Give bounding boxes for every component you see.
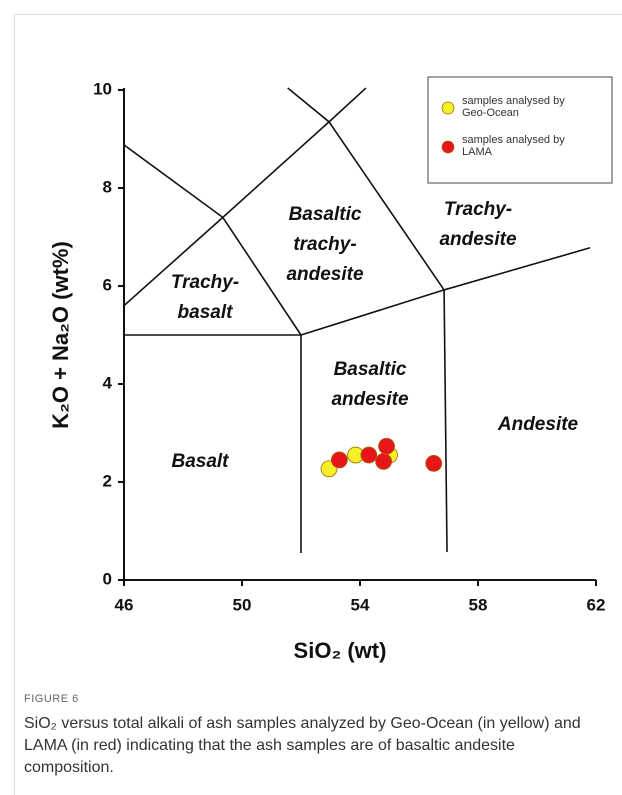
field-boundary: [300, 247, 591, 336]
field-label: basalt: [178, 302, 234, 323]
y-tick-label: 4: [103, 373, 113, 392]
figure-caption: SiO₂ versus total alkali of ash samples …: [24, 715, 581, 776]
x-tick-label: 46: [115, 595, 134, 614]
field-label: Basalt: [171, 451, 229, 472]
y-tick-label: 2: [103, 471, 112, 490]
field-label: Basaltic: [334, 359, 407, 380]
y-axis-title: K₂O + Na₂O (wt%): [48, 241, 73, 429]
x-tick-label: 50: [233, 595, 252, 614]
field-label: Basaltic: [289, 204, 362, 225]
data-point: [330, 451, 348, 469]
data-point: [425, 454, 443, 472]
legend-box: [427, 76, 613, 184]
legend-marker: [441, 101, 455, 115]
legend-label: samples analysed by Geo-Ocean: [462, 95, 565, 119]
field-label: Andesite: [497, 414, 579, 435]
y-tick-label: 10: [93, 79, 112, 98]
legend-entry: samples analysed by Geo-Ocean: [462, 95, 565, 119]
data-point: [360, 446, 378, 464]
field-label: andesite: [286, 264, 364, 285]
x-tick-label: 58: [469, 595, 488, 614]
field-label: andesite: [439, 229, 517, 250]
field-boundary: [443, 289, 448, 553]
figure-label: FIGURE 6: [24, 693, 79, 705]
field-label: Trachy-: [444, 199, 512, 220]
figure-frame: [14, 14, 622, 795]
field-label: trachy-: [293, 234, 356, 255]
field-boundary: [123, 87, 367, 307]
x-tick-label: 54: [351, 595, 370, 614]
legend-marker: [441, 140, 455, 154]
data-point: [378, 437, 395, 455]
field-boundary: [123, 144, 302, 336]
y-tick-label: 0: [103, 569, 112, 588]
field-boundary: [287, 87, 445, 291]
data-point: [375, 453, 393, 470]
x-tick-label: 62: [587, 595, 606, 614]
y-tick-label: 6: [103, 275, 112, 294]
x-axis-title: SiO₂ (wt): [294, 638, 387, 663]
field-label: andesite: [331, 389, 409, 410]
legend-entry: samples analysed by LAMA: [462, 134, 565, 158]
legend-label: samples analysed by LAMA: [462, 134, 565, 158]
y-tick-label: 8: [103, 177, 112, 196]
field-label: Trachy-: [171, 272, 239, 293]
